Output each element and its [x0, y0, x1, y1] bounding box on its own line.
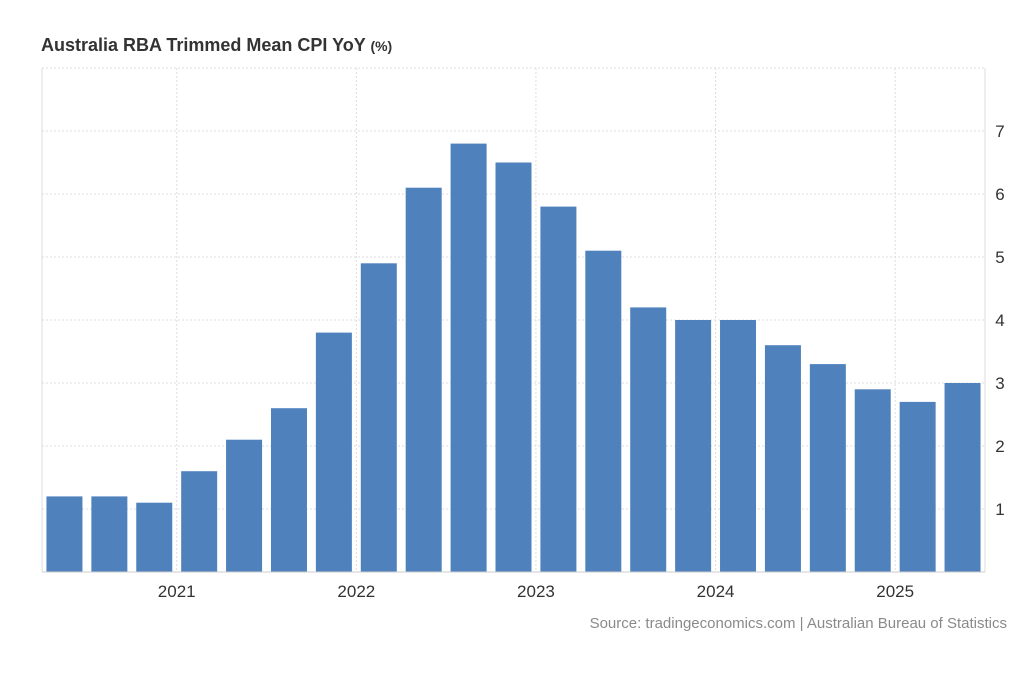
bar — [181, 471, 218, 572]
title-text: Australia RBA Trimmed Mean CPI YoY — [41, 35, 366, 55]
bar — [540, 206, 577, 572]
bar — [854, 389, 891, 572]
x-tick-label: 2023 — [517, 582, 555, 601]
y-tick-label: 3 — [995, 374, 1004, 393]
title-unit: (%) — [370, 38, 393, 54]
bar — [91, 496, 128, 572]
y-tick-label: 2 — [995, 437, 1004, 456]
bar — [315, 332, 352, 572]
bar — [405, 187, 442, 572]
y-tick-label: 6 — [995, 185, 1004, 204]
bar — [495, 162, 532, 572]
x-tick-label: 2024 — [697, 582, 735, 601]
bar — [944, 383, 981, 572]
x-tick-label: 2022 — [337, 582, 375, 601]
bar — [450, 143, 487, 572]
bar — [46, 496, 83, 572]
source-note: Source: tradingeconomics.com | Australia… — [589, 615, 1007, 632]
bar — [899, 401, 936, 572]
bar — [360, 263, 397, 572]
x-tick-label: 2021 — [158, 582, 196, 601]
bar — [809, 364, 846, 572]
bar — [630, 307, 667, 572]
bar — [136, 502, 173, 572]
y-tick-label: 7 — [995, 122, 1004, 141]
y-tick-label: 1 — [995, 500, 1004, 519]
bar — [226, 439, 263, 572]
x-tick-label: 2025 — [876, 582, 914, 601]
bar — [764, 345, 801, 572]
bar — [720, 320, 757, 572]
bar — [270, 408, 307, 572]
chart-title: Australia RBA Trimmed Mean CPI YoY (%) — [41, 35, 392, 56]
y-tick-label: 5 — [995, 248, 1004, 267]
y-tick-label: 4 — [995, 311, 1004, 330]
bar — [585, 250, 622, 572]
bar — [675, 320, 712, 572]
